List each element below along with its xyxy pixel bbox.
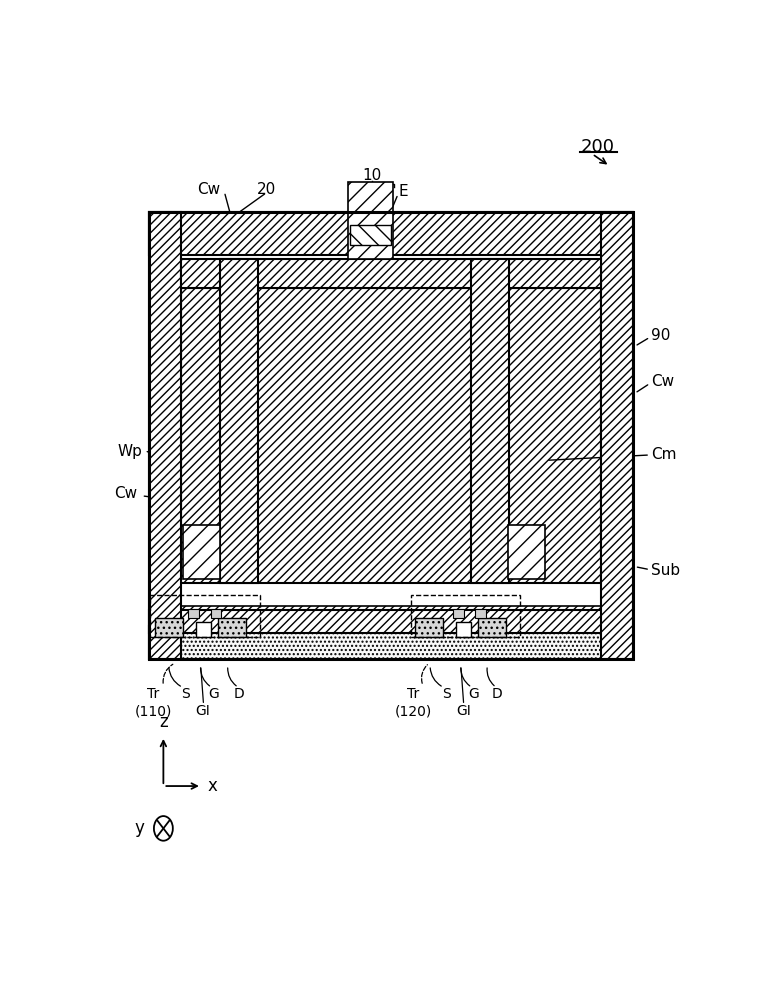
Bar — [410, 595, 520, 637]
Text: z: z — [159, 713, 168, 731]
Text: Cm: Cm — [652, 447, 677, 462]
Bar — [149, 610, 633, 633]
Bar — [471, 259, 510, 583]
Text: Sub: Sub — [652, 563, 681, 578]
Bar — [149, 212, 181, 659]
Text: (120): (120) — [395, 704, 432, 718]
Bar — [453, 609, 464, 618]
Text: Wp: Wp — [118, 444, 142, 459]
Text: GI: GI — [456, 704, 471, 718]
Text: 2: 2 — [373, 187, 382, 200]
Text: E: E — [398, 184, 407, 199]
Bar — [415, 618, 443, 637]
Text: 200: 200 — [581, 138, 615, 156]
Bar — [508, 525, 545, 579]
Text: G: G — [468, 687, 479, 701]
Text: 1: 1 — [349, 187, 357, 200]
Text: G: G — [208, 687, 219, 701]
Text: S: S — [181, 687, 190, 701]
Text: (110): (110) — [134, 704, 172, 718]
Text: Cw: Cw — [198, 182, 221, 197]
Text: D: D — [233, 687, 244, 701]
Bar — [217, 618, 246, 637]
Text: GI: GI — [195, 704, 211, 718]
Bar — [154, 618, 183, 637]
Bar — [149, 626, 633, 659]
Text: 90: 90 — [652, 328, 671, 343]
Bar — [475, 609, 486, 618]
Bar — [350, 225, 391, 245]
Bar — [149, 212, 633, 255]
Bar — [196, 622, 211, 637]
Bar — [478, 618, 507, 637]
Bar — [349, 182, 393, 259]
Text: 20: 20 — [257, 182, 276, 197]
Bar — [150, 595, 259, 637]
Text: x: x — [208, 777, 217, 795]
Bar — [188, 609, 199, 618]
Bar — [220, 259, 258, 583]
Text: y: y — [134, 819, 144, 837]
Text: Cw: Cw — [652, 374, 674, 389]
Bar — [456, 622, 471, 637]
Bar — [149, 212, 633, 659]
Text: S: S — [442, 687, 450, 701]
Bar — [152, 606, 630, 633]
Bar — [601, 212, 633, 659]
Bar — [181, 259, 601, 288]
Bar — [211, 609, 221, 618]
Text: Cw: Cw — [114, 486, 137, 501]
Text: D: D — [492, 687, 503, 701]
Bar — [183, 525, 220, 579]
Text: 3: 3 — [361, 187, 369, 200]
Text: 10: 10 — [362, 168, 382, 183]
Text: Tr: Tr — [407, 687, 420, 701]
Text: Tr: Tr — [147, 687, 159, 701]
Bar — [181, 288, 601, 583]
